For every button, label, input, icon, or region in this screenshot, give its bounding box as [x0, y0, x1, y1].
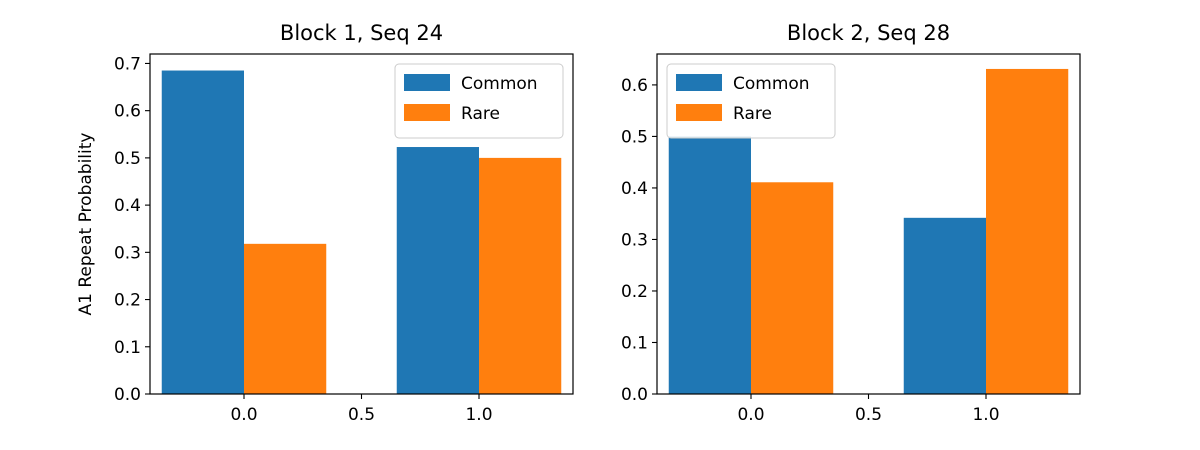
- bar-common-1: [668, 136, 751, 394]
- bar-common-2: [903, 217, 986, 394]
- legend-swatch-rare: [676, 104, 722, 121]
- y-tick-label: 0.6: [621, 76, 648, 96]
- y-tick-label: 0.4: [621, 179, 648, 199]
- x-tick-label: 0.5: [348, 405, 375, 425]
- x-tick-label: 0.5: [855, 405, 882, 425]
- y-tick-label: 0.5: [114, 149, 141, 169]
- legend: Common Rare: [394, 63, 564, 139]
- legend-label-rare: Rare: [461, 104, 500, 124]
- bar-rare-2: [986, 68, 1069, 394]
- x-tick-label: 1.0: [465, 405, 492, 425]
- bar-common-2: [396, 147, 479, 394]
- y-tick-label: 0.7: [114, 54, 141, 74]
- y-tick-label: 0.6: [114, 102, 141, 122]
- x-tick-label: 0.0: [230, 405, 257, 425]
- y-tick-label: 0.1: [621, 333, 648, 353]
- legend-label-common: Common: [461, 74, 538, 94]
- legend-label-rare: Rare: [733, 104, 772, 124]
- y-tick-label: 0.0: [621, 385, 648, 405]
- bar-rare-1: [751, 182, 834, 394]
- y-tick-label: 0.1: [114, 338, 141, 358]
- legend-swatch-common: [676, 74, 722, 91]
- y-tick-label: 0.4: [114, 196, 141, 216]
- legend-label-common: Common: [733, 74, 810, 94]
- bar-rare-2: [479, 157, 562, 394]
- y-tick-label: 0.0: [114, 385, 141, 405]
- chart-panel-1: 0.0 0.5 1.0 0.0 0.1 0.2 0.3 0.4 0.5 0.6 0.7 Block 1…: [76, 21, 574, 425]
- chart-title: Block 1, Seq 24: [280, 21, 443, 45]
- x-tick-label: 1.0: [972, 405, 999, 425]
- y-tick-label: 0.2: [621, 282, 648, 302]
- bar-common-1: [161, 70, 244, 395]
- chart-title: Block 2, Seq 28: [787, 21, 950, 45]
- y-tick-label: 0.3: [621, 230, 648, 250]
- y-tick-label: 0.3: [114, 243, 141, 263]
- y-axis-label: A1 Repeat Probability: [76, 133, 96, 316]
- x-tick-label: 0.0: [737, 405, 764, 425]
- legend: Common Rare: [666, 63, 836, 139]
- y-tick-label: 0.5: [621, 127, 648, 147]
- legend-swatch-rare: [404, 104, 450, 121]
- y-tick-label: 0.2: [114, 291, 141, 311]
- bar-rare-1: [244, 243, 327, 394]
- legend-swatch-common: [404, 74, 450, 91]
- chart-panel-2: 0.0 0.5 1.0 0.0 0.1 0.2 0.3 0.4 0.5 0.6 Block 2, S…: [621, 21, 1081, 425]
